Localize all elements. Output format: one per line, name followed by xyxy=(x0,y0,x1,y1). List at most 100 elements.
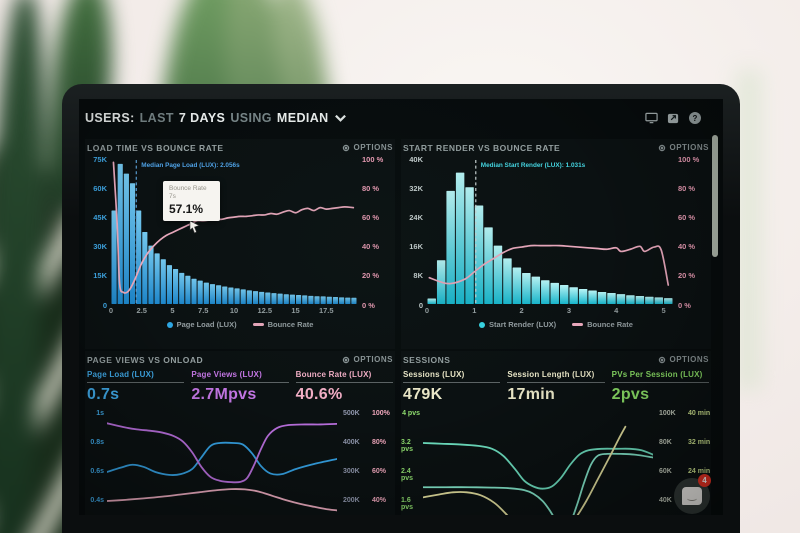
metric-tiles: Sessions (LUX) 479K Session Length (LUX)… xyxy=(401,366,711,404)
panel-title: LOAD TIME VS BOUNCE RATE xyxy=(87,142,224,153)
axis-tick-label: 45K xyxy=(93,212,107,222)
chat-smile-icon xyxy=(687,496,697,501)
legend-label: Page Load (LUX) xyxy=(176,320,237,329)
legend-line-marker xyxy=(252,323,264,326)
legend-label: Start Render (LUX) xyxy=(489,320,557,329)
axis-tick-label: 40K xyxy=(659,497,672,504)
using-label: USING xyxy=(230,111,272,125)
axis-tick-label: 0.8s xyxy=(90,439,104,446)
axis-tick-label: 0 xyxy=(102,300,107,310)
axis-tick-label: 40% xyxy=(372,497,387,504)
metric-page-load: Page Load (LUX) 0.7s xyxy=(87,370,185,404)
axis-tick-label: 4 xyxy=(614,306,619,315)
background-plant xyxy=(736,70,762,390)
axis-tick-label: 2 xyxy=(519,306,524,315)
start-render-chart[interactable]: 40K 32K 24K 16K 8K 0 Median Start Render (LUX)… xyxy=(401,154,711,317)
axis-tick-label: 16K xyxy=(409,242,423,252)
axis-tick-label: 8K xyxy=(413,271,423,281)
share-icon[interactable] xyxy=(667,112,680,124)
help-icon[interactable]: ? xyxy=(689,112,701,124)
axis-tick-label: 300K xyxy=(343,468,360,475)
axis-tick-label: 7.5 xyxy=(198,306,209,315)
axis-tick-label: 40 min xyxy=(688,410,711,417)
options-button[interactable]: OPTIONS xyxy=(342,143,393,152)
axis-tick-label: 100 % xyxy=(362,154,384,164)
metric-session-length: Session Length (LUX) 17min xyxy=(507,370,605,404)
axis-tick-label: 0 % xyxy=(678,300,691,310)
axis-tick-label: 40K xyxy=(409,154,423,164)
panel-page-views: PAGE VIEWS VS ONLOAD OPTIONS Page Load (… xyxy=(85,351,395,515)
axis-tick-label: 80% xyxy=(372,439,387,446)
notification-badge: 4 xyxy=(698,474,711,487)
axis-tick-label: 0 xyxy=(424,306,430,315)
axis-tick-label: 15K xyxy=(93,271,107,281)
axis-tick-label: 0 xyxy=(108,306,114,315)
metric-pvs-per-session: PVs Per Session (LUX) 2pvs xyxy=(611,370,709,404)
axis-tick-label: 30K xyxy=(93,242,107,252)
axis-tick-label: 75K xyxy=(93,154,107,164)
panel-title: START RENDER VS BOUNCE RATE xyxy=(403,142,561,153)
axis-tick-label: 60 % xyxy=(678,212,696,222)
svg-text:Median Start Render (LUX): 1.0: Median Start Render (LUX): 1.031s xyxy=(481,162,586,169)
legend-dot-marker xyxy=(166,321,173,328)
timeframe-selector[interactable]: USERS: LAST 7 DAYS USING MEDIAN xyxy=(85,111,347,125)
panel-start-render: START RENDER VS BOUNCE RATE OPTIONS 40K 3… xyxy=(401,139,711,349)
load-time-chart[interactable]: 75K 60K 45K 30K 15K 0 Median Page Load (LUX): … xyxy=(85,154,395,317)
mouse-cursor-icon xyxy=(189,221,200,234)
options-button[interactable]: OPTIONS xyxy=(658,143,709,152)
desktop-icon[interactable] xyxy=(645,112,658,124)
chevron-down-icon[interactable] xyxy=(334,112,347,124)
last-label: LAST xyxy=(139,111,174,125)
axis-tick-label: 100 % xyxy=(678,154,700,164)
options-button[interactable]: OPTIONS xyxy=(658,355,709,364)
gear-icon xyxy=(659,356,666,363)
scrollbar-thumb[interactable] xyxy=(712,135,718,257)
chart-legend: Start Render (LUX) Bounce Rate xyxy=(401,320,711,329)
axis-tick-label: 5 xyxy=(170,306,175,315)
axis-tick-label: 2.5 xyxy=(136,306,147,315)
days-label: 7 DAYS xyxy=(178,111,226,125)
legend-dot-marker xyxy=(479,321,486,328)
axis-tick-label: 60K xyxy=(93,183,107,193)
axis-tick-label: 40 % xyxy=(678,242,696,252)
tooltip-x-value: 7s xyxy=(169,193,176,201)
options-button[interactable]: OPTIONS xyxy=(342,355,393,364)
metric-sessions: Sessions (LUX) 479K xyxy=(403,370,501,404)
axis-tick-label: 10 xyxy=(229,306,239,315)
axis-tick-label: 1s xyxy=(96,410,104,417)
gear-icon xyxy=(343,356,350,363)
panel-title: SESSIONS xyxy=(403,354,451,365)
chart-legend: Page Load (LUX) Bounce Rate xyxy=(85,320,395,329)
axis-tick-label: 0.6s xyxy=(90,468,104,475)
gear-icon xyxy=(659,144,666,151)
axis-tick-label: 32 min xyxy=(688,439,711,446)
axis-tick-label: 24K xyxy=(409,212,423,222)
axis-tick-label: 5 xyxy=(661,306,666,315)
chat-button[interactable]: 4 xyxy=(674,474,711,514)
axis-tick-label: 400K xyxy=(343,439,360,446)
metric-bounce-rate: Bounce Rate (LUX) 40.6% xyxy=(295,370,393,404)
header-icons: ? xyxy=(645,112,701,124)
chart-tooltip: Bounce Rate 7s 57.1% xyxy=(163,181,220,222)
panel-load-time: LOAD TIME VS BOUNCE RATE OPTIONS 75K 60K 4… xyxy=(85,139,395,349)
axis-tick-label: 80K xyxy=(659,439,672,446)
laptop: USERS: LAST 7 DAYS USING MEDIAN ? LOAD T… xyxy=(62,84,740,533)
sessions-chart[interactable]: 4 pvs 3.2 pvs 2.4 pvs 1.6 pvs 100K 80K 60K 40K 4… xyxy=(401,409,711,515)
panel-title: PAGE VIEWS VS ONLOAD xyxy=(87,354,204,365)
metric-tiles: Page Load (LUX) 0.7s Page Views (LUX) 2.… xyxy=(85,366,395,404)
legend-line-marker xyxy=(572,323,584,326)
dashboard-header: USERS: LAST 7 DAYS USING MEDIAN ? xyxy=(79,99,723,137)
axis-tick-label: 32K xyxy=(409,183,423,193)
axis-tick-label: 0 xyxy=(418,300,423,310)
chat-bubble-icon xyxy=(682,487,702,505)
axis-tick-label: 1.6 pvs xyxy=(401,497,414,511)
axis-tick-label: 20 % xyxy=(678,271,696,281)
legend-label: Bounce Rate xyxy=(587,320,633,329)
page-views-chart[interactable]: 1s 0.8s 0.6s 0.4s 500K 400K 300K 200K 100% 80% 60%… xyxy=(85,409,395,515)
axis-tick-label: 2.4 pvs xyxy=(401,468,414,482)
axis-tick-label: 20 % xyxy=(362,271,380,281)
axis-tick-label: 500K xyxy=(343,410,360,417)
axis-tick-label: 60% xyxy=(372,468,387,475)
legend-label: Bounce Rate xyxy=(267,320,314,329)
